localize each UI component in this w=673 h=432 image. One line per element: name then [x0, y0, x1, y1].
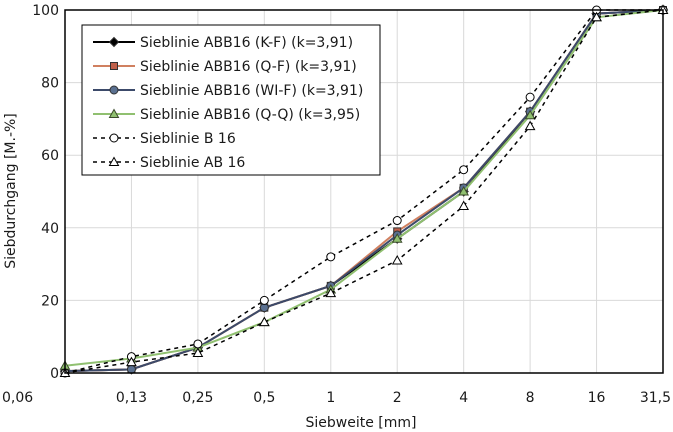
y-axis-title: Siebdurchgang [M.-%]: [3, 113, 19, 269]
x-tick-labels: 0,06 0,13 0,25 0,5 1 2 4 8 16 31,5: [2, 390, 671, 406]
legend-swatch-marker: [108, 108, 120, 118]
data-point: [258, 316, 270, 327]
plot-frame: [64, 9, 664, 374]
legend-label: Sieblinie AB 16: [140, 155, 245, 171]
legend-swatch-marker: [109, 85, 119, 95]
data-point: [126, 364, 136, 374]
x-tick-label: 0,06: [2, 390, 33, 406]
data-point: [391, 233, 403, 243]
legend-swatch-marker: [108, 156, 120, 166]
x-tick-label: 8: [526, 390, 535, 406]
legend-box: [81, 24, 381, 176]
legend-swatch-marker: [109, 133, 119, 143]
legend-item: Sieblinie ABB16 (WI-F) (k=3,91): [93, 83, 363, 99]
y-tick-label: 80: [41, 76, 59, 92]
data-point: [192, 347, 204, 358]
data-point: [325, 287, 337, 298]
x-tick-label: 31,5: [640, 390, 671, 406]
legend-item: Sieblinie ABB16 (K-F) (k=3,91): [93, 35, 353, 51]
data-point: [524, 120, 536, 131]
data-point: [193, 339, 203, 349]
x-tick-label: 2: [393, 390, 402, 406]
legend-items: Sieblinie ABB16 (K-F) (k=3,91) Sieblinie …: [93, 35, 363, 171]
data-point: [392, 216, 402, 226]
data-point: [126, 356, 137, 367]
series-line: [64, 9, 664, 367]
legend-swatch-marker: [110, 62, 118, 70]
data-point: [458, 200, 470, 211]
x-tick-label: 4: [459, 390, 468, 406]
data-point: [326, 252, 336, 262]
legend-label: Sieblinie B 16: [140, 131, 236, 147]
legend-swatch-marker: [108, 36, 120, 48]
y-tick-label: 0: [50, 366, 59, 382]
legend-label: Sieblinie ABB16 (K-F) (k=3,91): [140, 35, 353, 51]
y-tick-label: 60: [41, 148, 59, 164]
legend-item: Sieblinie AB 16: [93, 155, 245, 171]
legend: Sieblinie ABB16 (K-F) (k=3,91) Sieblinie …: [81, 24, 381, 176]
x-tick-label: 0,13: [116, 390, 147, 406]
legend-label: Sieblinie ABB16 (WI-F) (k=3,91): [140, 83, 363, 99]
y-tick-label: 100: [32, 3, 59, 19]
x-tick-label: 1: [326, 390, 335, 406]
series-lines: [59, 4, 669, 378]
legend-item: Sieblinie ABB16 (Q-F) (k=3,91): [93, 59, 357, 75]
legend-label: Sieblinie ABB16 (Q-Q) (k=3,95): [140, 107, 360, 123]
x-tick-label: 0,5: [253, 390, 275, 406]
x-tick-label: 16: [588, 390, 606, 406]
legend-item: Sieblinie B 16: [93, 131, 236, 147]
series-line: [64, 9, 664, 373]
data-point: [259, 295, 269, 305]
data-point: [391, 254, 403, 265]
data-point: [525, 92, 535, 102]
y-tick-labels: 0 20 40 60 80 100: [32, 3, 59, 382]
y-tick-label: 40: [41, 221, 59, 237]
data-point: [524, 109, 536, 120]
data-point: [591, 11, 602, 22]
data-point: [459, 165, 469, 175]
data-point: [458, 185, 470, 196]
y-tick-label: 20: [41, 293, 59, 309]
legend-item: Sieblinie ABB16 (Q-Q) (k=3,95): [93, 107, 360, 123]
x-axis-title: Siebweite [mm]: [306, 415, 417, 431]
legend-label: Sieblinie ABB16 (Q-F) (k=3,91): [140, 59, 357, 75]
x-tick-label: 0,25: [182, 390, 213, 406]
